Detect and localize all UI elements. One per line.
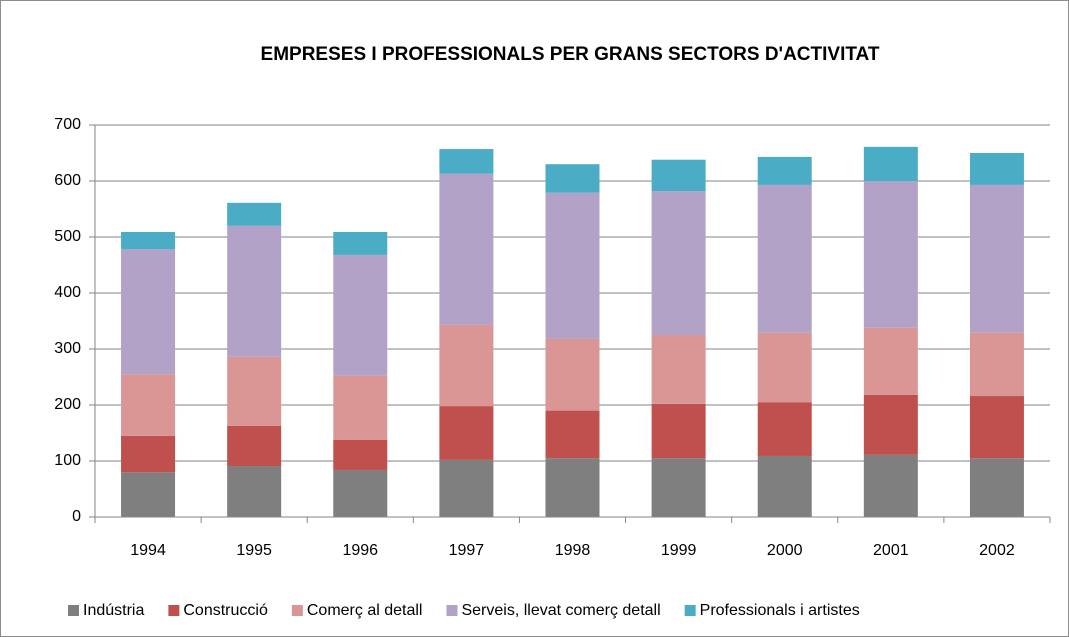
x-tick-label: 1994 (130, 542, 166, 559)
bar-segment (333, 469, 388, 517)
bar-segment (121, 435, 176, 473)
bar-segment (545, 410, 600, 459)
legend-swatch (684, 605, 696, 616)
bar-segment (545, 338, 600, 411)
legend-label: Serveis, llevat comerç detall (461, 602, 660, 619)
bar-segment (227, 225, 282, 357)
y-tick-label: 700 (54, 116, 81, 133)
y-tick-label: 100 (54, 452, 81, 469)
y-tick-label: 0 (72, 508, 81, 525)
chart-title: EMPRESES I PROFESSIONALS PER GRANS SECTO… (261, 44, 880, 65)
x-tick-label: 1998 (555, 542, 591, 559)
bar-segment (969, 458, 1024, 517)
x-tick-label: 1996 (342, 542, 378, 559)
bar-segment (651, 403, 706, 459)
bar-segment (121, 249, 176, 375)
bar-segment (757, 332, 812, 403)
bar-segment (121, 472, 176, 517)
bar-segment (969, 184, 1024, 333)
x-tick-label: 2002 (979, 542, 1015, 559)
bar-segment (439, 149, 494, 174)
bar-segment (969, 332, 1024, 397)
bar-segment (333, 254, 388, 376)
bar-segment (545, 458, 600, 517)
x-tick-label: 1995 (236, 542, 272, 559)
legend-label: Indústria (83, 602, 144, 619)
bar-segment (333, 231, 388, 255)
x-tick-label: 1997 (449, 542, 485, 559)
legend-swatch (446, 605, 458, 616)
bar-segment (757, 455, 812, 517)
bar-segment (227, 356, 282, 426)
bar-segment (863, 394, 918, 455)
bar-segment (863, 454, 918, 517)
x-tick-label: 1999 (661, 542, 697, 559)
legend-swatch (68, 605, 79, 616)
x-tick-label: 2001 (873, 542, 909, 559)
x-tick-label: 2000 (767, 542, 803, 559)
bar-segment (757, 156, 812, 185)
bar-segment (757, 402, 812, 456)
bar-segment (439, 173, 494, 325)
y-tick-label: 200 (54, 396, 81, 413)
legend-label: Comerç al detall (307, 602, 423, 619)
legend-swatch (291, 605, 303, 616)
bar-segment (651, 191, 706, 335)
legend-label: Professionals i artistes (700, 602, 860, 619)
bar-segment (227, 202, 282, 226)
legend-swatch (168, 605, 180, 616)
bar-segment (651, 458, 706, 517)
y-tick-label: 400 (54, 284, 81, 301)
bar-segment (545, 192, 600, 339)
bar-segment (863, 327, 918, 395)
bar-segment (439, 324, 494, 407)
y-tick-label: 300 (54, 340, 81, 357)
bar-segment (121, 231, 176, 250)
bar-segment (863, 146, 918, 181)
bar-segment (969, 153, 1024, 185)
bar-segment (439, 459, 494, 517)
bar-segment (121, 374, 176, 436)
bar-segment (651, 159, 706, 192)
legend-label: Construcció (183, 602, 268, 619)
bar-segment (439, 406, 494, 460)
y-tick-label: 600 (54, 172, 81, 189)
bar-segment (333, 439, 388, 470)
bar-segment (545, 164, 600, 193)
bar-segment (227, 466, 282, 517)
bar-segment (227, 425, 282, 467)
bar-segment (333, 375, 388, 440)
bar-segment (969, 396, 1024, 459)
bar-segment (863, 181, 918, 328)
bar-segment (651, 335, 706, 404)
y-tick-label: 500 (54, 228, 81, 245)
bar-segment (757, 184, 812, 333)
